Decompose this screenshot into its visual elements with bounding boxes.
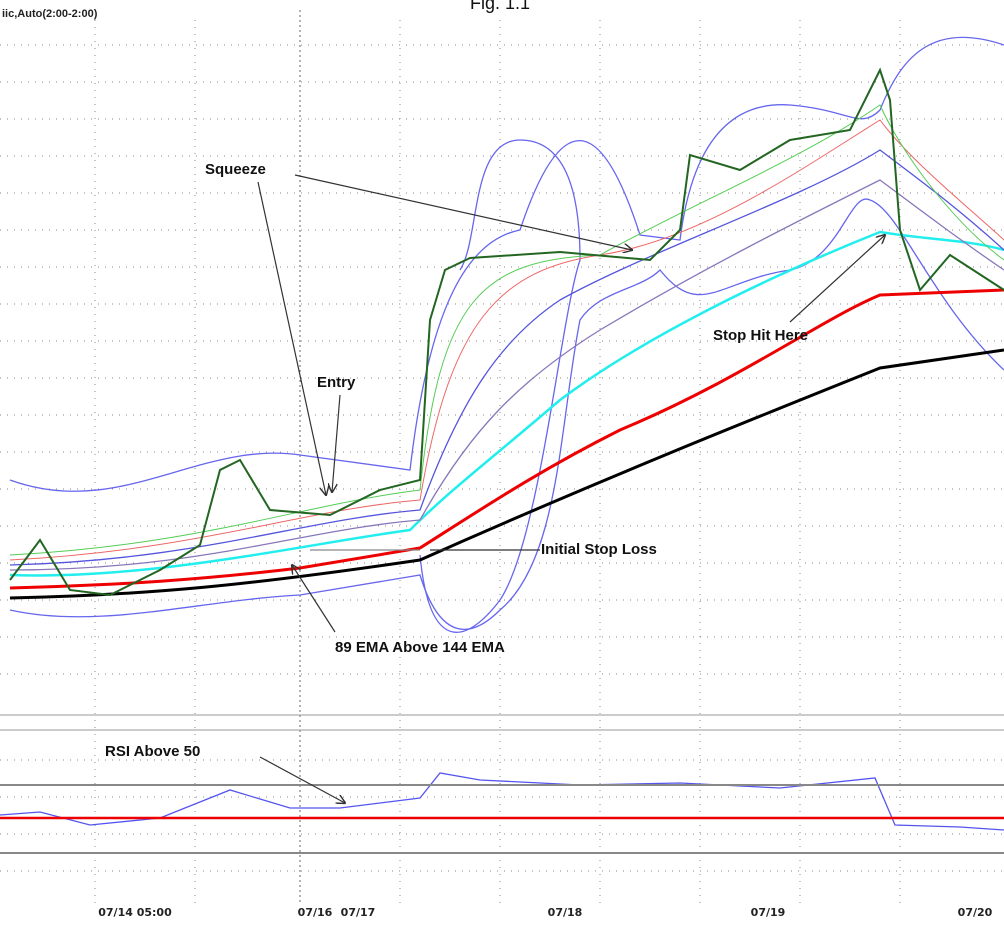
x-tick-label: 07/18 — [548, 906, 583, 919]
x-tick-label: 07/17 — [341, 906, 376, 919]
x-tick-label: 07/16 — [298, 906, 333, 919]
annotation: RSI Above 50 — [105, 743, 200, 760]
annotation: Stop Hit Here — [713, 327, 808, 344]
x-tick-label: 07/19 — [751, 906, 786, 919]
annotation: Initial Stop Loss — [541, 541, 657, 558]
subtitle: iic,Auto(2:00-2:00) — [2, 8, 98, 20]
annotation-arrows — [257, 174, 885, 803]
grid — [0, 20, 1004, 905]
annotation: Entry — [317, 374, 356, 391]
x-tick-label: 07/14 05:00 — [98, 906, 172, 919]
annotation: 89 EMA Above 144 EMA — [335, 639, 505, 656]
x-tick-label: 07/20 — [958, 906, 993, 919]
chart-title: Fig. 1.1 — [470, 0, 530, 13]
indicators — [0, 36, 1004, 831]
annotation: Squeeze — [205, 161, 266, 178]
